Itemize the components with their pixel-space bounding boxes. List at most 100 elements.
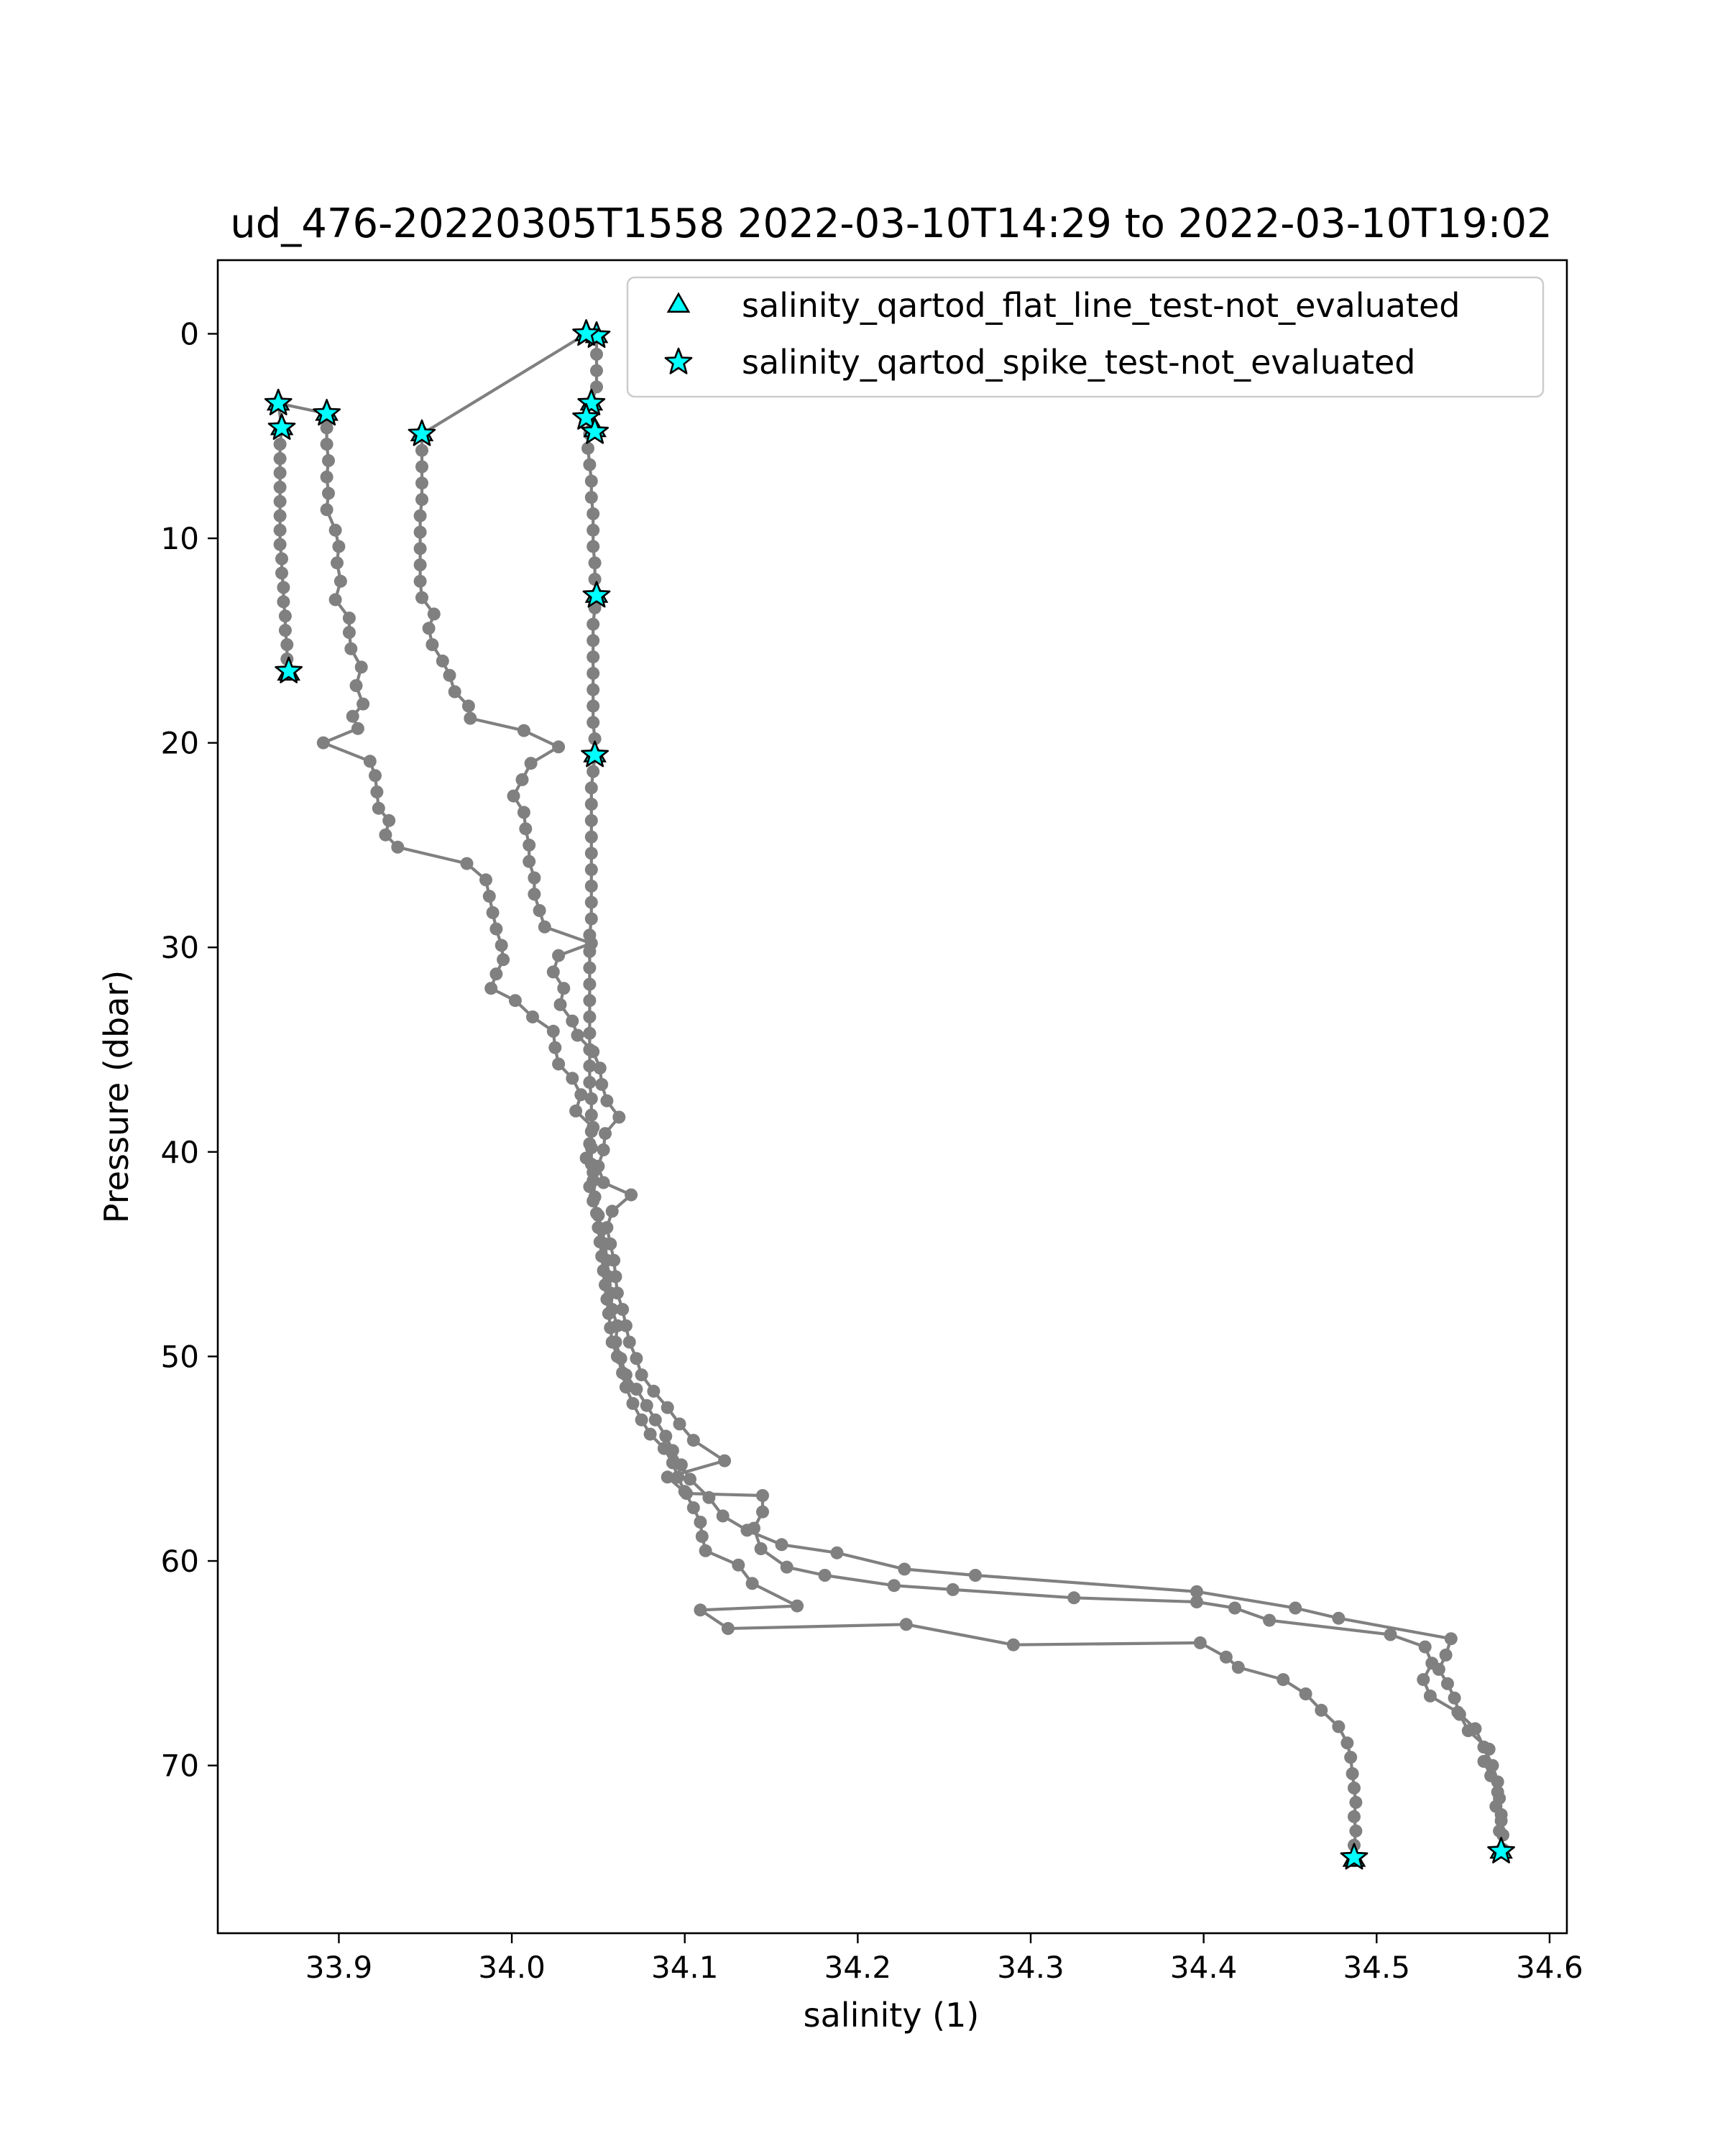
spike-flag-marker <box>572 319 600 346</box>
data-point <box>1451 1705 1465 1719</box>
data-point <box>1493 1824 1506 1838</box>
data-point <box>351 722 364 735</box>
legend-entry: salinity_qartod_spike_test-not_evaluated <box>664 343 1415 382</box>
data-point <box>695 1529 709 1543</box>
data-point <box>464 711 477 725</box>
data-point <box>280 638 294 651</box>
y-axis-label: Pressure (dbar) <box>97 970 136 1223</box>
data-point <box>277 595 290 609</box>
data-point <box>342 612 356 625</box>
data-point <box>584 847 598 860</box>
data-point <box>273 438 287 451</box>
data-point <box>584 781 598 795</box>
data-point <box>635 1368 648 1382</box>
spike-flag-marker <box>572 402 600 430</box>
data-point <box>584 863 598 877</box>
data-point <box>517 806 530 819</box>
data-point <box>1348 1810 1361 1823</box>
data-point <box>586 666 600 680</box>
data-point <box>584 1141 598 1155</box>
data-point <box>486 906 500 919</box>
data-point <box>427 607 441 621</box>
data-point <box>590 364 603 377</box>
data-point <box>721 1622 735 1635</box>
data-point <box>619 1381 632 1394</box>
legend-label: salinity_qartod_spike_test-not_evaluated <box>742 343 1415 382</box>
data-point <box>1315 1703 1328 1717</box>
x-tick-label: 34.2 <box>824 1950 892 1985</box>
data-point <box>443 668 456 682</box>
data-point <box>599 1278 612 1291</box>
y-tick-label: 50 <box>161 1339 199 1374</box>
data-point <box>1417 1673 1430 1687</box>
data-point <box>1006 1638 1020 1651</box>
data-point <box>584 1108 598 1122</box>
data-point <box>356 697 370 711</box>
y-tick-label: 0 <box>180 316 199 351</box>
data-point <box>597 1263 610 1277</box>
y-tick-label: 30 <box>161 930 199 965</box>
chart-title: ud_476-20220305T1558 2022-03-10T14:29 to… <box>230 201 1552 247</box>
data-point <box>586 683 600 696</box>
data-point <box>588 732 602 745</box>
data-point <box>346 709 359 723</box>
data-point <box>602 1307 615 1320</box>
data-point <box>830 1546 844 1560</box>
spike-flag-marker <box>581 740 610 768</box>
data-point <box>320 470 334 484</box>
data-point <box>552 740 566 754</box>
data-point <box>716 1509 730 1523</box>
data-point <box>415 460 428 474</box>
data-point <box>583 1026 597 1040</box>
data-point <box>382 814 396 827</box>
data-point <box>661 1401 674 1414</box>
data-point <box>581 441 594 455</box>
flag-marker-layer <box>264 319 1515 1870</box>
spike-flag-marker <box>267 413 296 441</box>
data-point <box>1477 1741 1491 1754</box>
data-point <box>552 949 566 962</box>
data-point <box>548 1041 562 1054</box>
data-point <box>278 624 292 637</box>
data-point <box>619 1319 632 1332</box>
x-axis-label: salinity (1) <box>804 1996 980 2035</box>
profile-series-2 <box>579 329 1363 1864</box>
data-point <box>605 1335 619 1349</box>
data-point <box>322 487 335 500</box>
spike-flag-marker <box>1487 1836 1515 1864</box>
data-point <box>557 982 571 995</box>
data-point <box>584 814 598 827</box>
data-point <box>593 1235 607 1249</box>
data-point <box>413 574 427 588</box>
spike-flag-marker <box>264 388 293 415</box>
data-point <box>590 380 603 394</box>
spike-flag-marker <box>313 399 341 426</box>
data-point <box>1332 1611 1346 1625</box>
data-point <box>328 593 342 607</box>
spike-flag-marker <box>581 417 610 444</box>
data-point <box>546 1024 560 1038</box>
data-point <box>524 757 538 770</box>
data-point <box>584 474 598 488</box>
data-point <box>273 466 287 479</box>
data-point <box>586 540 600 553</box>
data-point <box>415 476 428 490</box>
data-point <box>391 840 405 854</box>
data-point <box>657 1442 671 1455</box>
data-point <box>320 438 334 451</box>
y-tick-label: 60 <box>161 1544 199 1579</box>
data-point <box>479 873 492 887</box>
data-point <box>322 453 335 467</box>
data-point <box>1263 1613 1276 1627</box>
spike-flag-marker <box>577 388 606 415</box>
data-point <box>507 789 520 803</box>
data-point <box>584 936 598 950</box>
data-point <box>659 1429 673 1443</box>
data-point <box>584 1092 598 1105</box>
data-point <box>1423 1689 1437 1703</box>
data-point <box>584 895 598 909</box>
data-point <box>1228 1601 1241 1615</box>
data-point <box>595 1250 609 1263</box>
data-point <box>484 982 498 995</box>
data-point <box>756 1505 769 1519</box>
